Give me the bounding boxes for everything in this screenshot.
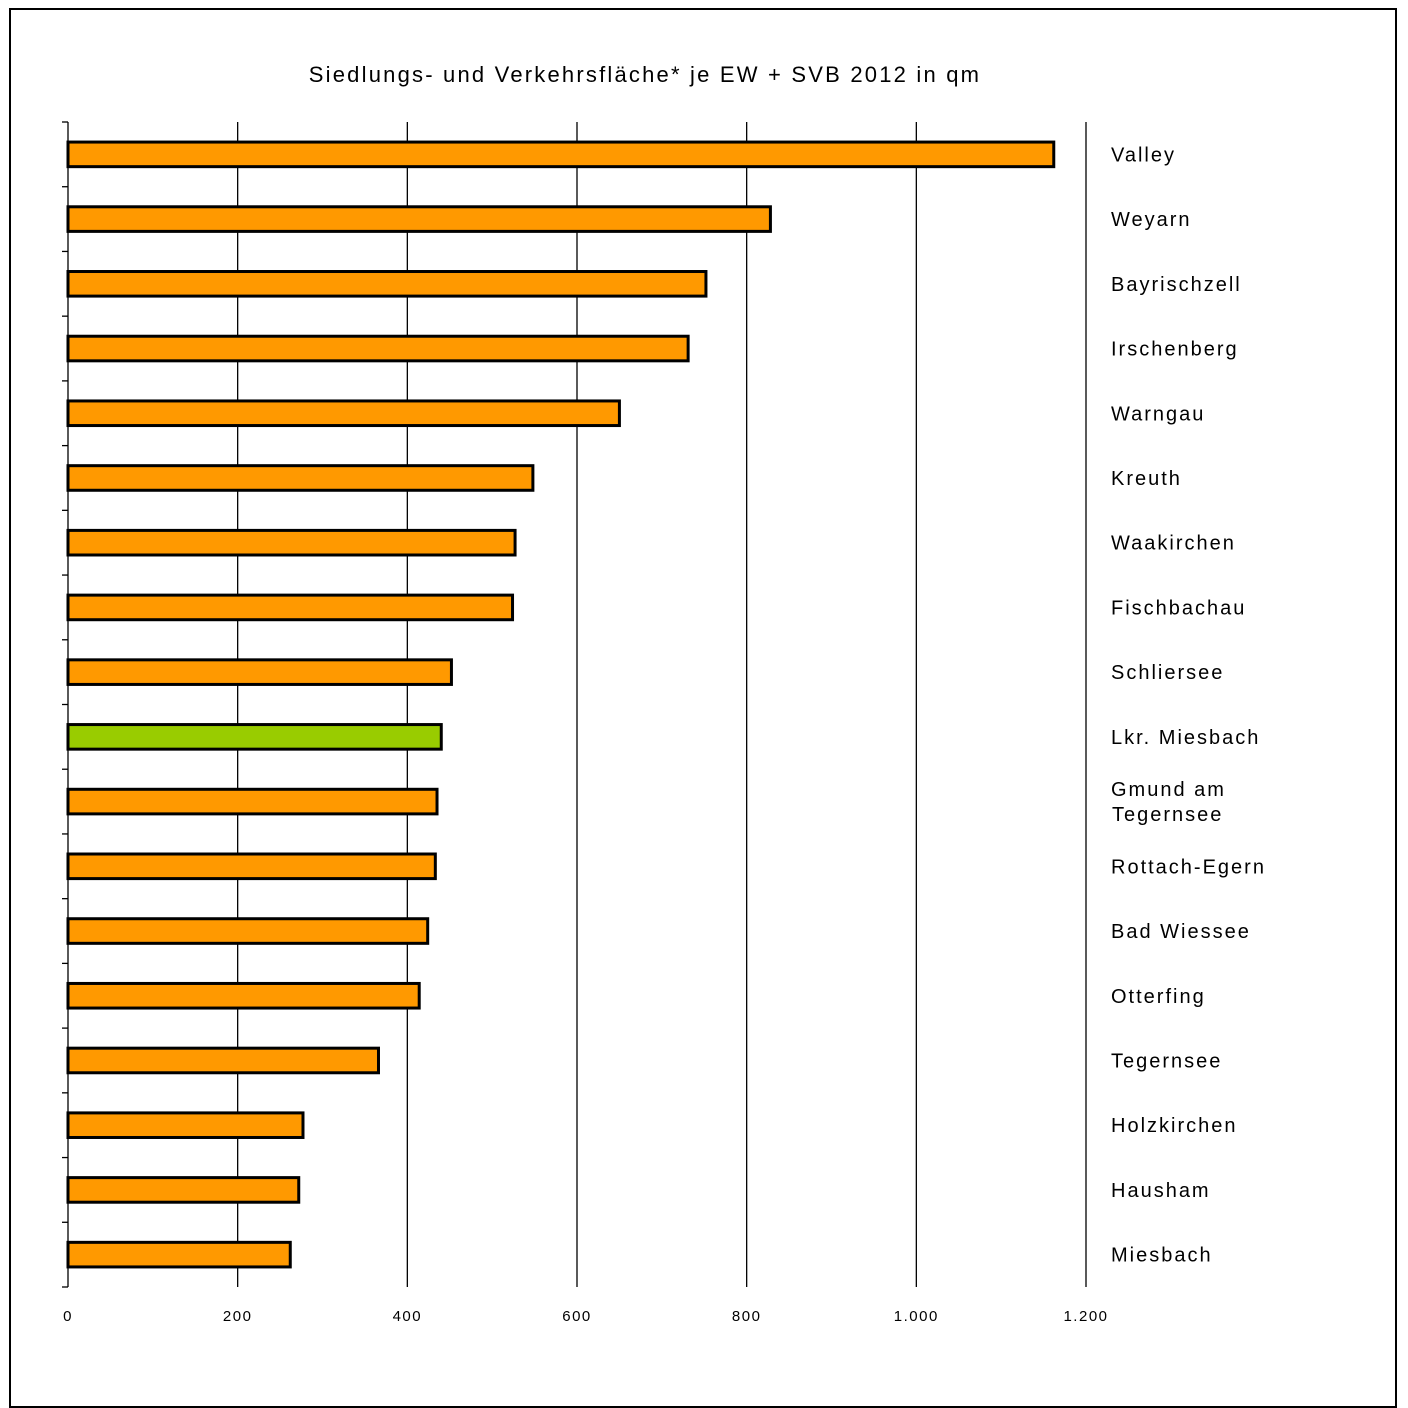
bar-10: [66, 787, 439, 816]
bar-6: [66, 528, 517, 557]
x-tick-label-4: 800: [732, 1308, 762, 1325]
chart-plot: Valley Weyarn Bayrischzell Irschenberg Warng…: [62, 121, 1266, 1325]
bar-0: [66, 140, 1056, 169]
bar-14: [66, 1046, 380, 1075]
bar-5: [66, 464, 535, 492]
category-label-2: Bayrischzell: [1111, 274, 1242, 296]
bar-15: [66, 1111, 305, 1139]
category-label-4: Warngau: [1111, 403, 1205, 425]
bar-9: [66, 723, 443, 751]
bar-2: [66, 270, 708, 298]
category-label-5: Kreuth: [1111, 468, 1182, 490]
bar-7: [66, 593, 515, 622]
chart-title: Siedlungs- und Verkehrsfläche* je EW + S…: [308, 62, 982, 87]
category-label-10: Gmund am Tegernsee: [1111, 779, 1226, 826]
category-label-17: Miesbach: [1111, 1245, 1213, 1267]
category-label-13: Otterfing: [1111, 986, 1206, 1008]
category-label-8: Schliersee: [1111, 662, 1224, 684]
category-label-11: Rottach-Egern: [1111, 856, 1266, 878]
category-label-12: Bad Wiessee: [1111, 921, 1251, 943]
category-label-15: Holzkirchen: [1111, 1115, 1237, 1137]
category-label-7: Fischbachau: [1111, 597, 1246, 619]
x-tick-label-0: 0: [63, 1308, 73, 1325]
category-label-14: Tegernsee: [1111, 1050, 1222, 1072]
bar-12: [66, 917, 430, 945]
bar-1: [66, 205, 772, 233]
category-label-9: Lkr. Miesbach: [1111, 727, 1260, 749]
category-label-0: Valley: [1111, 144, 1176, 166]
category-label-10-line-1: Tegernsee: [1112, 804, 1223, 826]
x-tick-label-1: 200: [223, 1308, 253, 1325]
bar-13: [66, 981, 421, 1010]
bar-17: [66, 1240, 292, 1269]
x-tick-label-6: 1.200: [1063, 1308, 1108, 1325]
x-tick-label-5: 1.000: [894, 1308, 939, 1325]
bar-16: [66, 1176, 301, 1204]
chart-frame: Siedlungs- und Verkehrsfläche* je EW + S…: [9, 8, 1397, 1408]
category-label-10-line-0: Gmund am: [1111, 779, 1226, 801]
x-tick-label-2: 400: [393, 1308, 423, 1325]
bar-11: [66, 852, 437, 881]
bar-8: [66, 658, 453, 686]
category-label-6: Waakirchen: [1111, 533, 1236, 555]
bar-3: [66, 334, 690, 363]
category-label-1: Weyarn: [1111, 209, 1192, 231]
bar-4: [66, 399, 621, 428]
category-label-3: Irschenberg: [1111, 339, 1239, 361]
category-label-16: Hausham: [1111, 1180, 1211, 1202]
x-tick-label-3: 600: [562, 1308, 592, 1325]
